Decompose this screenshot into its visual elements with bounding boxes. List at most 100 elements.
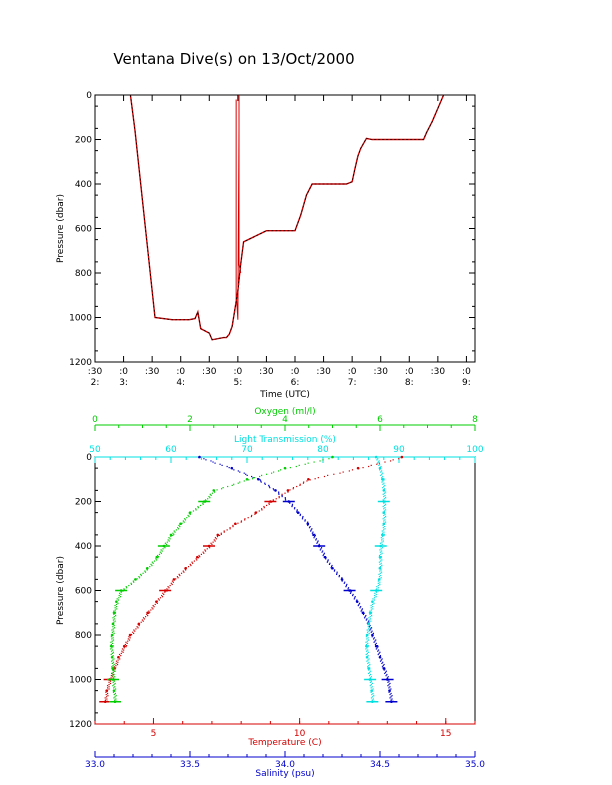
salinity-trace-dot [389, 682, 391, 685]
salinity-trace-dot [326, 561, 328, 563]
oxygen-point [112, 611, 116, 615]
temperature-trace-dot [261, 509, 263, 511]
oxygen-trace-dot [192, 510, 195, 512]
transmission-trace-dot [367, 637, 369, 639]
temperature-trace-dot [105, 693, 107, 696]
temperature-trace-dot [148, 610, 150, 612]
salinity-trace-dot [388, 683, 390, 686]
oxygen-trace-dot [151, 561, 153, 563]
transmission-trace-dot [374, 592, 376, 594]
salinity-trace-dot [311, 528, 313, 530]
salinity-trace-dot [325, 558, 327, 560]
transmission-trace-dot [370, 676, 373, 678]
oxygen-trace-dot [144, 570, 146, 572]
temperature-trace-dot [199, 556, 201, 558]
oxygen-trace-dot [116, 606, 118, 608]
salinity-trace-dot [388, 680, 390, 682]
x-tick-label-hour: 8: [405, 378, 414, 388]
transmission-point [382, 489, 386, 492]
oxygen-trace-dot [248, 479, 250, 481]
oxygen-trace-dot [114, 620, 116, 622]
salinity-trace-dot [221, 464, 223, 466]
salinity-trace-dot [313, 537, 315, 539]
salinity-tick-label: 34.0 [275, 760, 295, 770]
transmission-trace-dot [371, 686, 373, 688]
temperature-trace-dot [296, 485, 298, 488]
transmission-trace-dot [368, 665, 370, 667]
transmission-trace-dot [378, 576, 381, 578]
transmission-trace-dot [377, 461, 379, 463]
oxygen-tick-label: 2 [187, 415, 193, 425]
spike-trace [235, 95, 242, 320]
temperature-trace-dot [240, 520, 243, 522]
x-tick-label-hour: 4: [176, 378, 185, 388]
oxygen-point [245, 477, 249, 481]
salinity-trace-dot [260, 481, 262, 483]
transmission-trace-dot [381, 477, 383, 479]
oxygen-trace-dot [128, 584, 130, 587]
oxygen-trace-dot [177, 528, 180, 530]
salinity-trace-dot [365, 619, 367, 621]
salinity-trace-dot [378, 652, 380, 654]
x-tick-label-minute: :0 [291, 367, 300, 377]
oxygen-point [112, 689, 116, 692]
x-tick-label-hour: 3: [119, 378, 128, 388]
transmission-trace-dot [379, 463, 381, 465]
temperature-trace-dot [198, 554, 200, 557]
salinity-trace-dot [312, 531, 314, 533]
temperature-trace-dot [204, 549, 206, 551]
oxygen-trace-dot [164, 547, 166, 549]
y-tick-label: 200 [75, 498, 92, 508]
temperature-axis-label: Temperature (C) [247, 738, 321, 748]
oxygen-trace-dot [157, 557, 159, 559]
oxygen-trace-dot [114, 609, 116, 611]
oxygen-trace-dot [261, 474, 263, 476]
temperature-trace-dot [162, 592, 164, 594]
temperature-trace-dot [189, 563, 191, 565]
transmission-point [374, 455, 378, 459]
temperature-point [105, 689, 108, 692]
oxygen-trace-dot [304, 463, 306, 465]
oxygen-trace-dot [125, 586, 127, 588]
transmission-trace-dot [368, 672, 370, 675]
oxygen-trace-dot [112, 677, 115, 679]
oxygen-trace-dot [112, 619, 115, 621]
oxygen-trace-dot [189, 513, 191, 515]
temperature-trace-dot [156, 602, 158, 604]
temperature-trace-dot [376, 463, 378, 465]
transmission-trace-dot [369, 668, 371, 670]
salinity-trace-dot [314, 533, 316, 535]
oxygen-trace-dot [113, 680, 115, 682]
temperature-trace-dot [140, 621, 142, 623]
salinity-point [355, 600, 359, 603]
salinity-trace-dot [245, 473, 247, 475]
temperature-trace-dot [106, 685, 109, 687]
transmission-trace-dot [372, 698, 374, 700]
oxygen-trace-dot [289, 467, 291, 469]
salinity-trace-dot [233, 469, 235, 471]
salinity-point [230, 466, 234, 470]
transmission-point [382, 522, 386, 526]
transmission-trace-dot [382, 535, 384, 538]
salinity-trace-dot [330, 567, 332, 569]
salinity-trace-dot [299, 513, 302, 515]
temperature-point [155, 600, 158, 603]
oxygen-trace-dot [132, 580, 134, 582]
y-tick-label: 600 [75, 225, 92, 235]
temperature-trace-dot [141, 619, 143, 621]
transmission-trace-dot [368, 621, 371, 623]
transmission-trace-dot [369, 681, 372, 683]
oxygen-trace-dot [151, 564, 153, 567]
transmission-trace-dot [370, 683, 372, 686]
temperature-trace-dot [154, 603, 156, 606]
oxygen-trace-dot [313, 461, 315, 463]
transmission-point [368, 611, 372, 615]
oxygen-trace-dot [113, 632, 115, 634]
temperature-trace-dot [148, 612, 150, 614]
salinity-trace-dot [350, 591, 352, 593]
temperature-trace-dot [116, 663, 119, 666]
transmission-trace-dot [370, 697, 373, 699]
oxygen-trace-dot [111, 631, 113, 633]
transmission-trace-dot [373, 599, 375, 601]
transmission-trace-dot [380, 465, 382, 468]
